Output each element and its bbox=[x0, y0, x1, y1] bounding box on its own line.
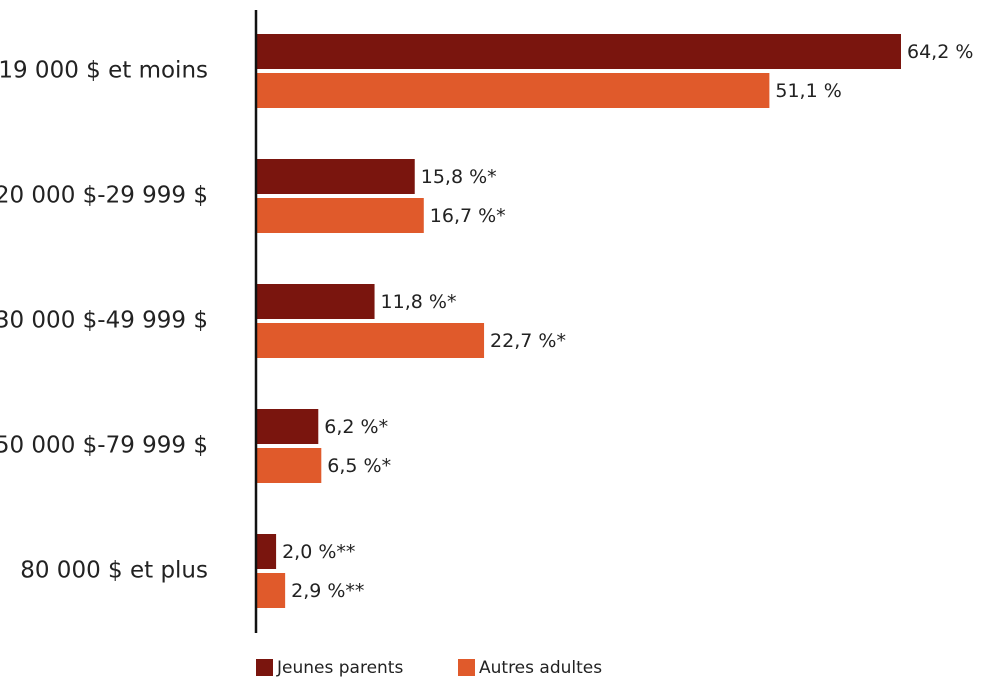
legend-swatch bbox=[256, 659, 273, 676]
value-label: 64,2 % bbox=[907, 41, 973, 63]
legend-label: Jeunes parents bbox=[276, 658, 403, 678]
category-label: 50 000 $-79 999 $ bbox=[0, 433, 208, 459]
bar-autres-adultes bbox=[256, 448, 322, 483]
value-label: 6,5 %* bbox=[327, 455, 391, 477]
value-label: 6,2 %* bbox=[324, 416, 388, 438]
bar-jeunes-parents bbox=[256, 409, 319, 444]
value-label: 15,8 %* bbox=[421, 166, 497, 188]
bar-autres-adultes bbox=[256, 573, 286, 608]
legend-swatch bbox=[458, 659, 475, 676]
value-label: 51,1 % bbox=[775, 80, 841, 102]
legend-label: Autres adultes bbox=[479, 658, 602, 678]
bar-autres-adultes bbox=[256, 198, 424, 233]
bar-jeunes-parents bbox=[256, 159, 415, 194]
category-label: 19 000 $ et moins bbox=[0, 58, 208, 84]
category-labels: 19 000 $ et moins 20 000 $-29 999 $ 30 000… bbox=[0, 58, 208, 584]
value-label: 2,0 %** bbox=[282, 541, 355, 563]
bar-jeunes-parents bbox=[256, 284, 375, 319]
category-label: 20 000 $-29 999 $ bbox=[0, 183, 208, 209]
value-label: 22,7 %* bbox=[490, 330, 566, 352]
bar-jeunes-parents bbox=[256, 534, 277, 569]
value-label: 11,8 %* bbox=[381, 291, 457, 313]
bar-jeunes-parents bbox=[256, 34, 901, 69]
category-label: 30 000 $-49 999 $ bbox=[0, 308, 208, 334]
value-labels: 64,2 % 51,1 % 15,8 %* 16,7 %* 11,8 %* 22,7 %*… bbox=[282, 41, 973, 602]
value-label: 16,7 %* bbox=[430, 205, 506, 227]
bar-autres-adultes bbox=[256, 323, 485, 358]
legend: Jeunes parents Autres adultes bbox=[256, 658, 602, 678]
category-label: 80 000 $ et plus bbox=[20, 558, 208, 584]
value-label: 2,9 %** bbox=[291, 580, 364, 602]
bar-autres-adultes bbox=[256, 73, 770, 108]
bars bbox=[256, 34, 901, 608]
